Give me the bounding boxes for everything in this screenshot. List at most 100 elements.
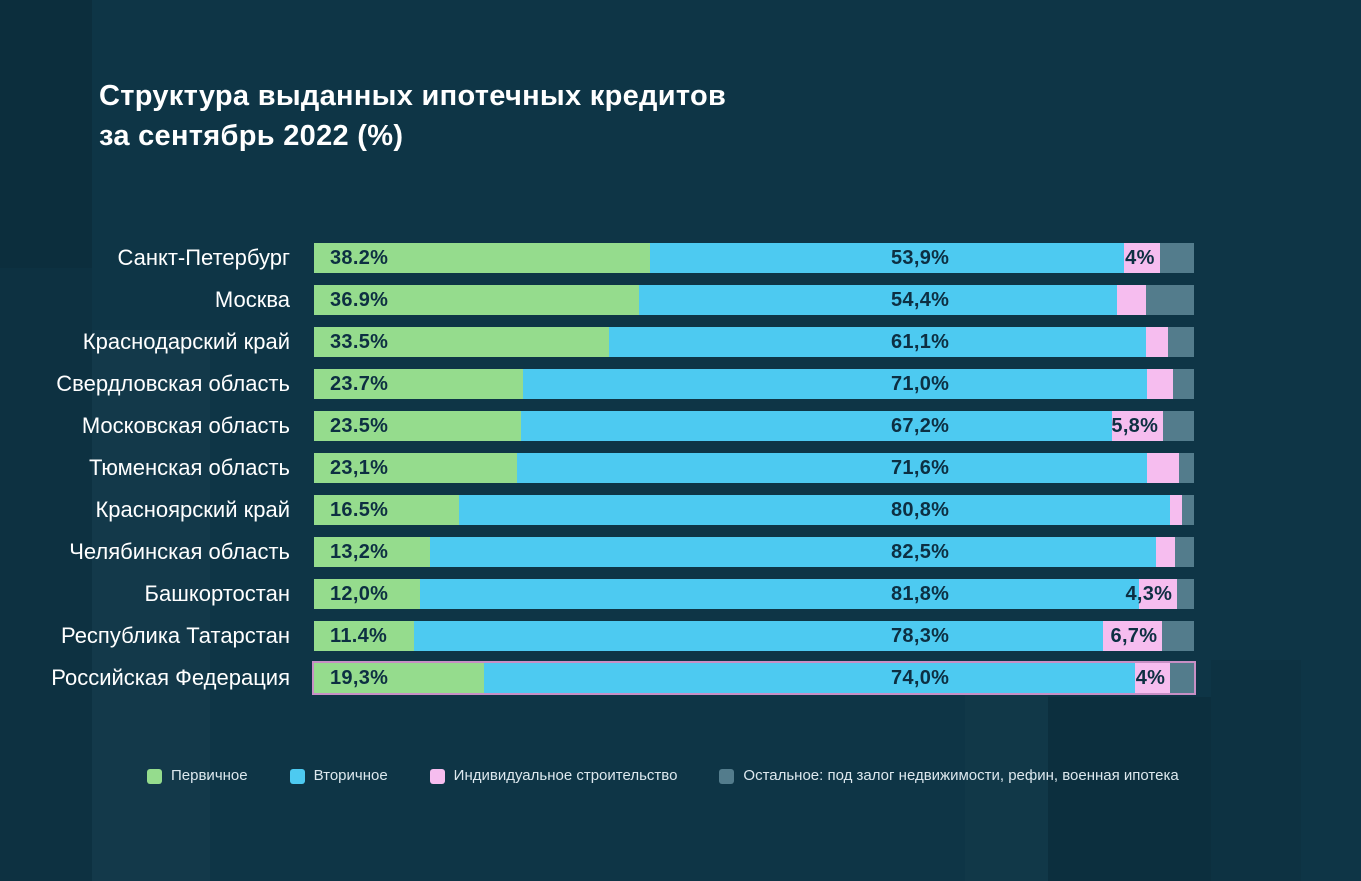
value-label-primary: 36.9% xyxy=(330,289,389,311)
segment-construction xyxy=(1170,495,1182,525)
value-label-secondary: 80,8% xyxy=(891,499,950,521)
segment-construction xyxy=(1147,453,1180,483)
segment-primary xyxy=(314,537,431,567)
region-label: Башкортостан xyxy=(144,581,290,606)
bar-row: Тюменская область 23,1% 71,6% xyxy=(0,453,1361,483)
chart-title: Структура выданных ипотечных кредитов за… xyxy=(99,76,726,156)
segment-secondary xyxy=(522,369,1148,399)
legend-item: Остальное: под залог недвижимости, рефин… xyxy=(719,766,1179,786)
legend-swatch-icon xyxy=(147,768,162,784)
region-label: Санкт-Петербург xyxy=(117,245,290,270)
value-label-secondary: 71,6% xyxy=(891,457,950,479)
segment-secondary xyxy=(517,453,1148,483)
value-label-secondary: 71,0% xyxy=(891,373,950,395)
segment-primary xyxy=(314,243,651,273)
segment-secondary xyxy=(430,537,1157,567)
segment-construction xyxy=(1139,579,1178,609)
segment-secondary xyxy=(650,243,1125,273)
bar-row: Московская область 23.5% 67,2% 5,8% xyxy=(0,411,1361,441)
segment-primary xyxy=(314,663,484,693)
background-pattern xyxy=(1048,697,1211,881)
region-label: Москва xyxy=(214,287,290,312)
bar-row: Челябинская область 13,2% 82,5% xyxy=(0,537,1361,567)
segment-primary xyxy=(314,369,523,399)
legend-label: Индивидуальное строительство xyxy=(453,767,678,784)
chart-rows: Санкт-Петербург 38.2% 53,9% 4% Москва 36.9% 54… xyxy=(0,243,1361,705)
value-label-secondary: 53,9% xyxy=(891,247,950,269)
segment-other xyxy=(1163,411,1194,441)
value-label-construction: 4,3% xyxy=(1125,583,1173,605)
bar-track: 16.5% 80,8% xyxy=(314,495,1194,525)
value-label-primary: 23,1% xyxy=(330,457,389,479)
legend-item: Индивидуальное строительство xyxy=(429,766,678,786)
region-label: Российская Федерация xyxy=(51,665,290,690)
value-label-primary: 13,2% xyxy=(330,541,389,563)
value-label-primary: 12,0% xyxy=(330,583,389,605)
value-label-secondary: 81,8% xyxy=(891,583,950,605)
legend-label: Вторичное xyxy=(313,767,388,784)
value-label-primary: 19,3% xyxy=(330,667,389,689)
value-label-primary: 33.5% xyxy=(330,331,389,353)
segment-primary xyxy=(314,579,420,609)
value-label-primary: 38.2% xyxy=(330,247,389,269)
value-label-primary: 23.5% xyxy=(330,415,389,437)
region-label: Республика Татарстан xyxy=(60,623,290,648)
segment-other xyxy=(1159,243,1194,273)
segment-secondary xyxy=(608,327,1147,357)
value-label-primary: 11.4% xyxy=(330,625,388,647)
segment-other xyxy=(1146,285,1194,315)
region-label: Свердловская область xyxy=(56,371,290,396)
legend-label: Первичное xyxy=(171,767,248,784)
segment-secondary xyxy=(419,579,1140,609)
bar-row: Санкт-Петербург 38.2% 53,9% 4% xyxy=(0,243,1361,273)
value-label-construction: 5,8% xyxy=(1111,415,1159,437)
bar-track: 11.4% 78,3% 6,7% xyxy=(314,621,1194,651)
segment-construction xyxy=(1156,537,1175,567)
region-label: Челябинская область xyxy=(69,539,290,564)
legend-item: Вторичное xyxy=(289,766,388,786)
segment-construction xyxy=(1103,621,1163,651)
bar-row: Свердловская область 23.7% 71,0% xyxy=(0,369,1361,399)
segment-other xyxy=(1172,369,1194,399)
segment-secondary xyxy=(520,411,1113,441)
segment-other xyxy=(1179,453,1194,483)
legend-swatch-icon xyxy=(429,768,445,784)
value-label-construction: 4% xyxy=(1135,667,1166,689)
value-label-construction: 6,7% xyxy=(1110,625,1158,647)
bar-track: 33.5% 61,1% xyxy=(314,327,1194,357)
segment-construction xyxy=(1112,411,1164,441)
value-label-secondary: 61,1% xyxy=(891,331,950,353)
bar-track: 36.9% 54,4% xyxy=(314,285,1194,315)
bar-track: 23.5% 67,2% 5,8% xyxy=(314,411,1194,441)
legend-swatch-icon xyxy=(719,768,735,784)
value-label-secondary: 54,4% xyxy=(891,289,950,311)
bar-row: Москва 36.9% 54,4% xyxy=(0,285,1361,315)
segment-construction xyxy=(1135,663,1171,693)
segment-secondary xyxy=(483,663,1136,693)
segment-construction xyxy=(1146,327,1169,357)
region-label: Красноярский край xyxy=(95,497,290,522)
segment-primary xyxy=(314,327,609,357)
legend-item: Первичное xyxy=(147,766,248,786)
bar-track: 38.2% 53,9% 4% xyxy=(314,243,1194,273)
segment-secondary xyxy=(414,621,1104,651)
segment-construction xyxy=(1117,285,1147,315)
value-label-secondary: 82,5% xyxy=(891,541,950,563)
value-label-secondary: 67,2% xyxy=(891,415,950,437)
value-label-primary: 16.5% xyxy=(330,499,389,521)
region-label: Тюменская область xyxy=(88,455,290,480)
chart-title-line2: за сентябрь 2022 (%) xyxy=(99,120,404,152)
value-label-secondary: 74,0% xyxy=(891,667,950,689)
segment-other xyxy=(1177,579,1194,609)
bar-track: 13,2% 82,5% xyxy=(314,537,1194,567)
segment-secondary xyxy=(638,285,1118,315)
segment-other xyxy=(1174,537,1194,567)
region-label: Московская область xyxy=(81,413,290,438)
chart-legend: Первичное Вторичное Индивидуальное строите… xyxy=(147,766,1179,786)
chart-title-line1: Структура выданных ипотечных кредитов xyxy=(99,80,727,112)
value-label-primary: 23.7% xyxy=(330,373,389,395)
bar-track: 12,0% 81,8% 4,3% xyxy=(314,579,1194,609)
bar-row: Башкортостан 12,0% 81,8% 4,3% xyxy=(0,579,1361,609)
bar-row: Краснодарский край 33.5% 61,1% xyxy=(0,327,1361,357)
bar-row: Российская Федерация 19,3% 74,0% 4% xyxy=(0,663,1361,693)
